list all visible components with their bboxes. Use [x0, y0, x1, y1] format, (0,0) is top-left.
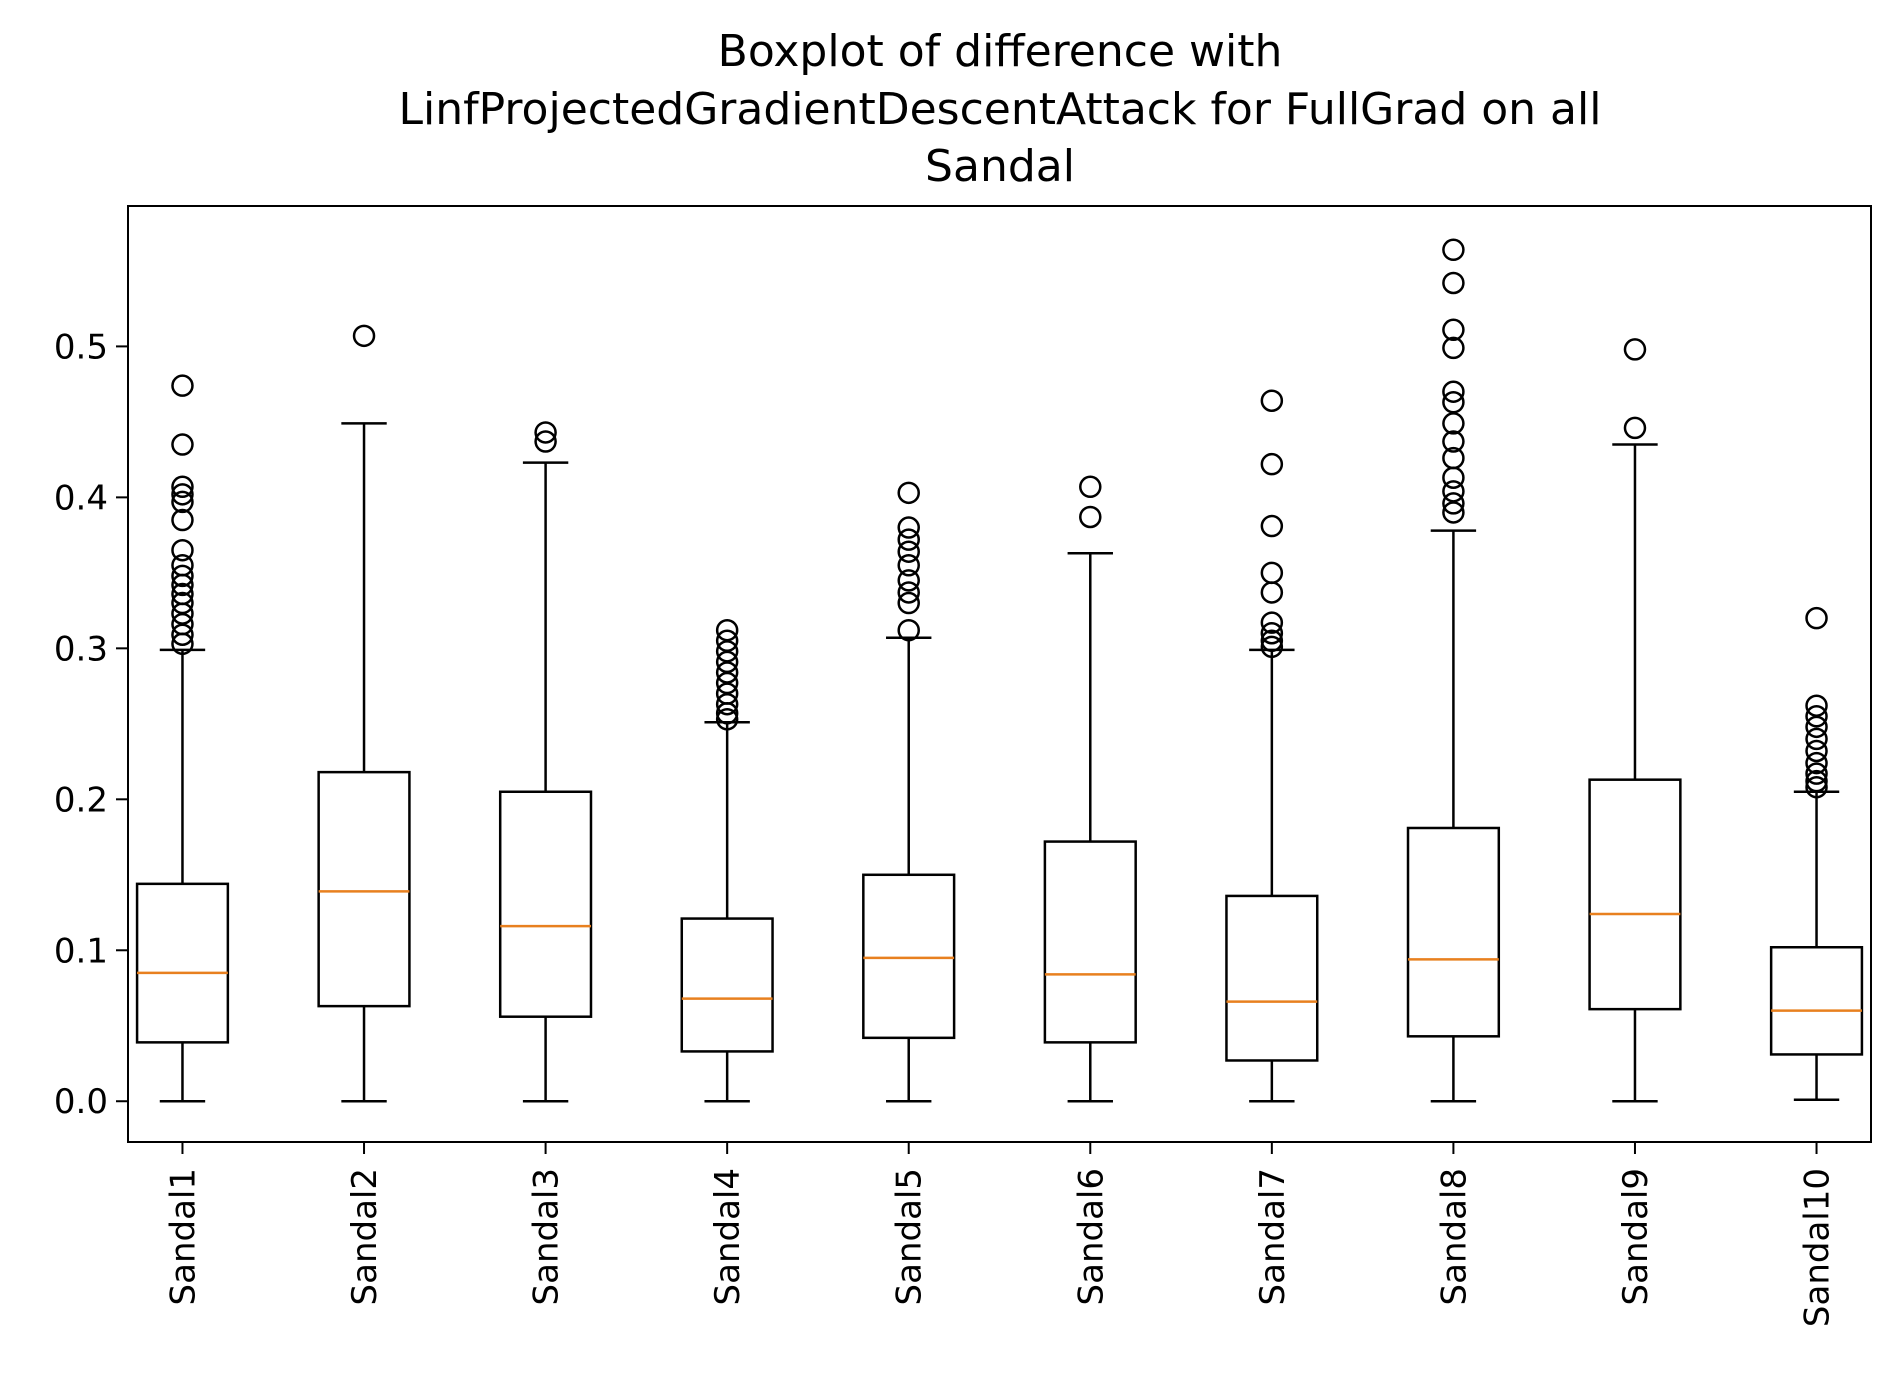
x-tick-label: Sandal4 — [708, 1168, 748, 1305]
outlier-point — [1442, 466, 1465, 489]
outlier-point — [1442, 430, 1465, 453]
outlier-point — [1260, 514, 1284, 538]
outlier-point — [715, 708, 739, 731]
outlier-point — [1805, 606, 1828, 630]
x-tick-label: Sandal8 — [1434, 1168, 1474, 1305]
outlier-point — [352, 324, 376, 348]
y-tick-label: 0.1 — [54, 931, 108, 971]
outlier-point — [1805, 705, 1828, 728]
box — [135, 882, 230, 1044]
box — [1043, 840, 1137, 1044]
outlier-point — [1260, 389, 1284, 412]
outlier-point — [897, 516, 920, 539]
outlier-point — [171, 433, 194, 456]
outlier-point — [1442, 380, 1465, 403]
outlier-point — [715, 692, 739, 716]
chart-title-line-1: Boxplot of difference with — [718, 26, 1283, 77]
x-tick-label: Sandal9 — [1616, 1168, 1656, 1305]
outlier-point — [897, 618, 920, 642]
outlier-point — [171, 623, 194, 646]
y-tick-label: 0.3 — [54, 629, 108, 669]
x-tick-label: Sandal7 — [1253, 1168, 1293, 1305]
outlier-point — [1623, 338, 1647, 361]
outlier-point — [715, 702, 739, 725]
x-tick-label: Sandal1 — [163, 1168, 203, 1305]
outlier-point — [897, 554, 920, 577]
outlier-point — [171, 564, 194, 588]
outlier-point — [1805, 751, 1828, 775]
outlier-point — [1805, 739, 1828, 763]
box — [680, 917, 774, 1053]
outlier-point — [1260, 611, 1284, 634]
outlier-point — [171, 632, 194, 656]
outlier-point — [1260, 581, 1284, 604]
outlier-point — [1805, 715, 1828, 739]
outlier-point — [897, 591, 920, 615]
y-tick-label: 0.2 — [54, 780, 108, 820]
outlier-point — [171, 374, 194, 397]
box — [1406, 826, 1501, 1038]
x-tick-label: Sandal5 — [890, 1168, 930, 1305]
y-tick-label: 0.5 — [54, 327, 108, 367]
outlier-point — [1442, 501, 1465, 524]
outlier-point — [171, 538, 194, 562]
outlier-point — [1442, 336, 1465, 360]
outlier-point — [534, 430, 557, 453]
x-tick-label: Sandal10 — [1798, 1168, 1838, 1327]
outlier-point — [897, 581, 920, 604]
outlier-point — [1805, 769, 1828, 793]
outlier-point — [897, 540, 920, 563]
x-tick-label: Sandal3 — [527, 1168, 567, 1305]
outlier-point — [1260, 621, 1284, 645]
outlier-point — [1442, 238, 1465, 262]
plot-area: 0.0 0.1 0.2 0.3 0.4 0.5 Sandal1 Sandal2 Sandal3 S… — [54, 205, 1872, 1327]
outlier-point — [1079, 505, 1102, 529]
outlier-point — [1623, 416, 1647, 440]
x-tick-label: Sandal2 — [345, 1168, 385, 1305]
outlier-point — [1805, 762, 1828, 785]
axes-frame — [127, 205, 1872, 1143]
chart-title: Boxplot of difference with LinfProjected… — [399, 26, 1602, 192]
outlier-point — [1260, 452, 1284, 476]
outlier-point — [171, 483, 194, 506]
x-tick-label: Sandal6 — [1071, 1168, 1111, 1305]
box — [862, 873, 956, 1040]
outlier-point — [897, 481, 920, 505]
outlier-point — [171, 475, 194, 499]
box — [1588, 778, 1682, 1011]
outlier-point — [897, 569, 920, 592]
y-tick-label: 0.0 — [54, 1082, 108, 1122]
outlier-point — [171, 508, 194, 532]
box — [1225, 894, 1319, 1062]
outlier-point — [1079, 475, 1102, 499]
outlier-point — [1805, 727, 1828, 751]
outlier-point — [1442, 318, 1465, 342]
box — [1769, 946, 1864, 1056]
outlier-point — [1260, 635, 1284, 659]
outlier-point — [171, 490, 194, 514]
outlier-point — [1442, 412, 1465, 435]
chart-title-line-3: Sandal — [925, 141, 1075, 192]
outlier-point — [171, 573, 194, 597]
outlier-point — [534, 421, 557, 444]
y-tick-label: 0.4 — [54, 478, 108, 518]
outlier-point — [1805, 775, 1828, 799]
box — [317, 770, 411, 1008]
outlier-point — [897, 528, 920, 551]
outlier-point — [1442, 492, 1465, 515]
box — [498, 790, 593, 1018]
chart-title-line-2: LinfProjectedGradientDescentAttack for F… — [399, 84, 1602, 135]
outlier-point — [1442, 271, 1465, 295]
outlier-point — [1260, 629, 1284, 653]
